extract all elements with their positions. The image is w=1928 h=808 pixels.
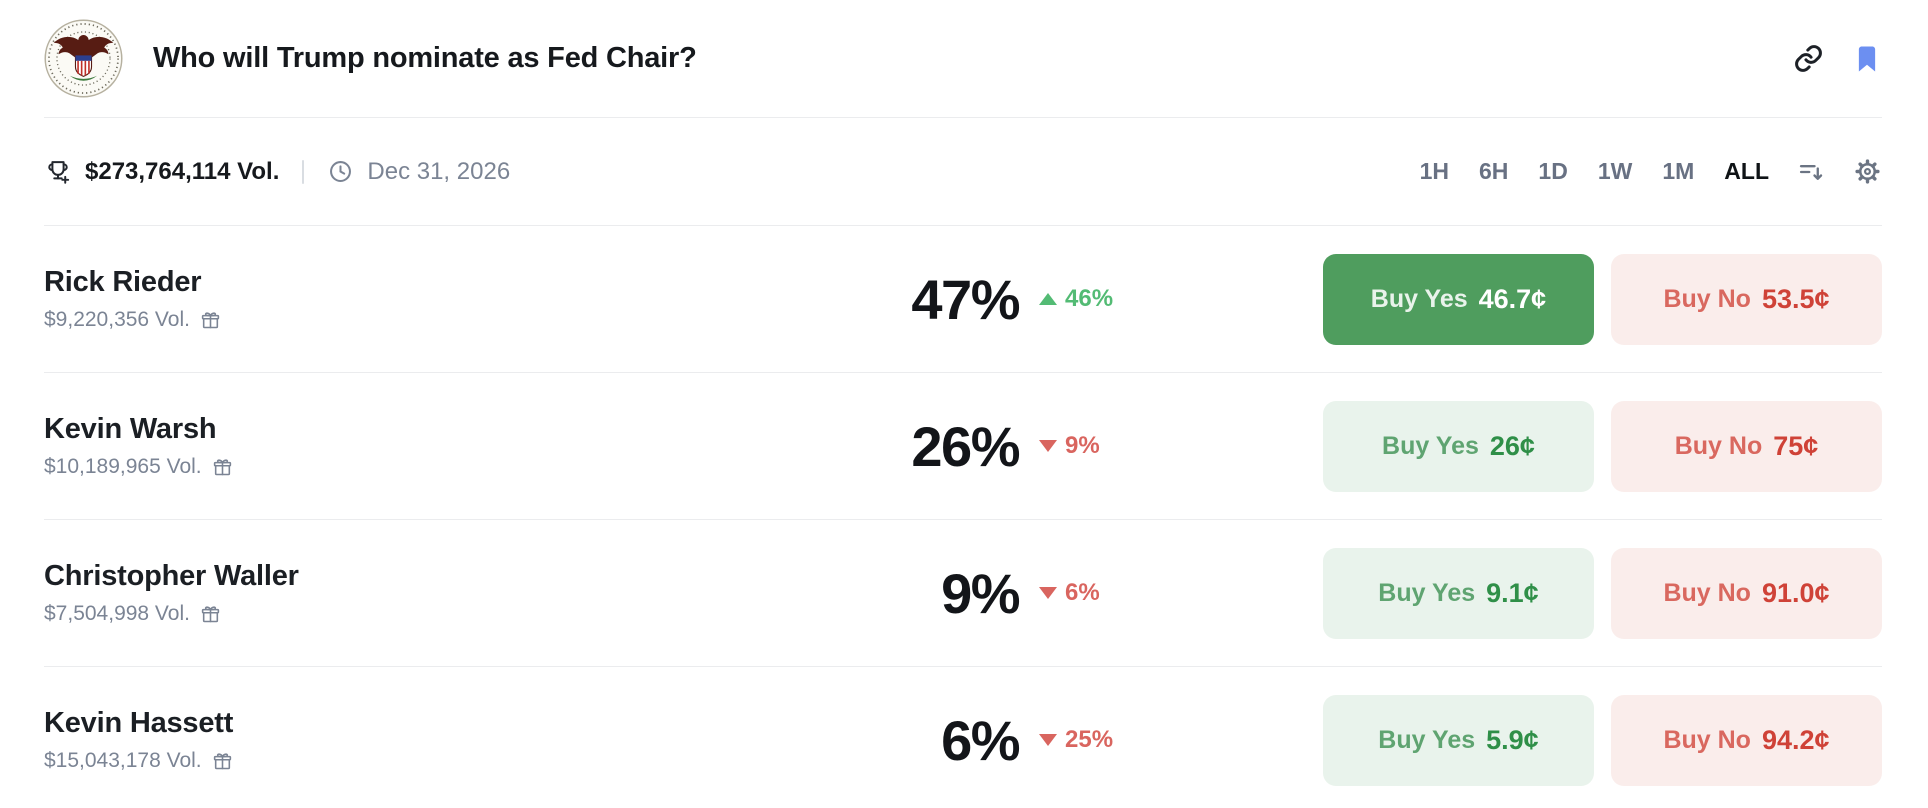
change-direction-icon (1039, 734, 1057, 746)
link-icon (1795, 45, 1822, 72)
outcome-volume: $10,189,965 Vol. (44, 455, 202, 478)
buy-no-button[interactable]: Buy No 94.2¢ (1611, 694, 1882, 786)
bookmark-button[interactable] (1852, 44, 1882, 74)
outcome-name[interactable]: Rick Rieder (44, 266, 202, 298)
chance-change: 9% (1039, 432, 1100, 460)
chance-change: 6% (1039, 579, 1100, 607)
settings-button[interactable] (1853, 157, 1882, 186)
outcome-list: Rick Rieder $9,220,356 Vol. 47% (44, 225, 1882, 808)
gift-icon[interactable] (212, 751, 233, 772)
bookmark-icon (1858, 46, 1876, 71)
range-1m[interactable]: 1M (1662, 158, 1695, 184)
no-price: 94.2¢ (1761, 724, 1830, 755)
yes-price: 9.1¢ (1486, 577, 1539, 608)
buy-yes-button[interactable]: Buy Yes 5.9¢ (1323, 694, 1594, 786)
sort-button[interactable] (1797, 158, 1825, 186)
buy-yes-button[interactable]: Buy Yes 26¢ (1323, 400, 1594, 492)
outcome-volume: $15,043,178 Vol. (44, 749, 202, 772)
outcome-chance: 6% 25% (744, 708, 1113, 773)
outcome-volume: $7,504,998 Vol. (44, 602, 190, 625)
yes-price: 26¢ (1489, 430, 1535, 461)
market-avatar (44, 19, 123, 98)
no-price: 53.5¢ (1761, 283, 1830, 314)
market-toolbar: $273,764,114 Vol. Dec 31, 2026 1H 6H 1D … (44, 118, 1882, 225)
gift-icon[interactable] (200, 604, 221, 625)
market-volume: $273,764,114 Vol. (85, 157, 280, 185)
sort-icon (1799, 164, 1823, 180)
buy-no-button[interactable]: Buy No 53.5¢ (1611, 253, 1882, 345)
range-1w[interactable]: 1W (1597, 158, 1633, 184)
gift-icon[interactable] (200, 310, 221, 331)
change-value: 9% (1065, 432, 1100, 459)
yes-price: 46.7¢ (1478, 283, 1547, 314)
outcome-chance: 47% 46% (744, 267, 1113, 332)
chart-controls: 1H 6H 1D 1W 1M ALL (1420, 157, 1882, 186)
stat-separator (302, 159, 305, 184)
chance-value: 26% (911, 414, 1020, 478)
buy-no-button[interactable]: Buy No 75¢ (1611, 400, 1882, 492)
outcome-name[interactable]: Christopher Waller (44, 560, 299, 592)
market-title: Who will Trump nominate as Fed Chair? (153, 42, 697, 74)
chance-value: 9% (941, 561, 1020, 625)
range-1h[interactable]: 1H (1419, 158, 1450, 184)
change-direction-icon (1039, 587, 1057, 599)
range-1d[interactable]: 1D (1538, 158, 1568, 184)
gift-icon[interactable] (212, 457, 233, 478)
chance-value: 6% (941, 708, 1020, 772)
outcome-name[interactable]: Kevin Hassett (44, 707, 234, 739)
no-price: 91.0¢ (1761, 577, 1830, 608)
outcome-row: Christopher Waller $7,504,998 Vol. 9% (44, 519, 1882, 666)
no-price: 75¢ (1773, 430, 1819, 461)
trophy-icon (48, 160, 70, 184)
change-value: 46% (1065, 285, 1114, 312)
copy-link-button[interactable] (1793, 43, 1824, 74)
change-direction-icon (1039, 440, 1057, 452)
outcome-name[interactable]: Kevin Warsh (44, 413, 217, 445)
buy-yes-button[interactable]: Buy Yes 46.7¢ (1323, 253, 1594, 345)
outcome-row: Kevin Warsh $10,189,965 Vol. 26% (44, 372, 1882, 519)
change-direction-icon (1039, 293, 1057, 305)
outcome-chance: 9% 6% (744, 561, 1100, 626)
outcome-row: Rick Rieder $9,220,356 Vol. 47% (44, 225, 1882, 372)
change-value: 6% (1065, 579, 1100, 606)
clock-icon (330, 161, 352, 182)
gear-icon (1855, 159, 1880, 184)
header-divider (44, 117, 1882, 118)
header-actions (1793, 43, 1882, 74)
outcome-chance: 26% 9% (744, 414, 1100, 479)
market-header: Who will Trump nominate as Fed Chair? (44, 0, 1882, 117)
range-all[interactable]: ALL (1724, 158, 1769, 184)
outcome-row: Kevin Hassett $15,043,178 Vol. 6% (44, 666, 1882, 808)
buy-no-button[interactable]: Buy No 91.0¢ (1611, 547, 1882, 639)
chance-value: 47% (911, 267, 1020, 331)
chance-change: 25% (1039, 726, 1113, 754)
range-6h[interactable]: 6H (1479, 158, 1509, 184)
market-stats: $273,764,114 Vol. Dec 31, 2026 (44, 158, 510, 186)
buy-yes-button[interactable]: Buy Yes 9.1¢ (1323, 547, 1594, 639)
outcome-volume: $9,220,356 Vol. (44, 308, 190, 331)
market-end-date: Dec 31, 2026 (367, 157, 511, 185)
federal-reserve-seal-icon (44, 19, 123, 98)
change-value: 25% (1065, 726, 1114, 753)
yes-price: 5.9¢ (1486, 724, 1539, 755)
chance-change: 46% (1039, 285, 1113, 313)
